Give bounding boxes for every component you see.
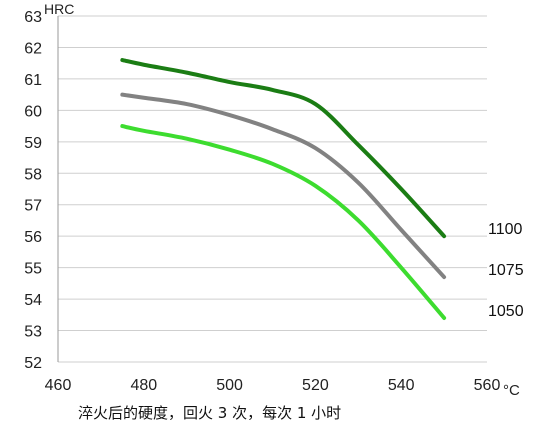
y-tick-label-60: 60 [24,103,42,120]
x-tick-label-560: 560 [474,377,501,394]
x-tick-label-520: 520 [302,377,329,394]
series-line-1075 [120,92,447,280]
x-axis-unit-label: °C [503,382,520,399]
y-tick-label-55: 55 [24,261,42,278]
y-tick-label-57: 57 [24,198,42,215]
x-tick-label-540: 540 [388,377,415,394]
series-line-1050 [120,124,447,320]
y-tick-label-58: 58 [24,166,42,183]
series-label-1050: 1050 [488,303,524,320]
x-tick-label-500: 500 [216,377,243,394]
series-label-1075: 1075 [488,262,524,279]
y-tick-label-62: 62 [24,40,42,57]
series-label-1100: 1100 [488,221,523,238]
chart-caption: 淬火后的硬度，回火 3 次，每次 1 小时 [78,404,342,422]
series-line-1100 [120,58,447,239]
y-tick-label-63: 63 [24,9,42,26]
x-tick-label-460: 460 [45,377,72,394]
series-lines [120,58,447,320]
labels: HRC °C 1100 1075 1050 [44,1,524,399]
y-tick-label-56: 56 [24,229,42,246]
y-tick-label-61: 61 [24,72,42,89]
y-tick-label-59: 59 [24,135,42,152]
gridlines [58,15,487,363]
axes: 52 53 54 55 56 57 58 59 60 61 62 63 460 480 500 520 540 5… [24,9,500,394]
y-tick-label-54: 54 [24,292,42,309]
y-tick-label-53: 53 [24,324,42,341]
x-tick-label-480: 480 [130,377,157,394]
y-axis-unit-label: HRC [44,1,74,17]
y-tick-label-52: 52 [24,355,42,372]
